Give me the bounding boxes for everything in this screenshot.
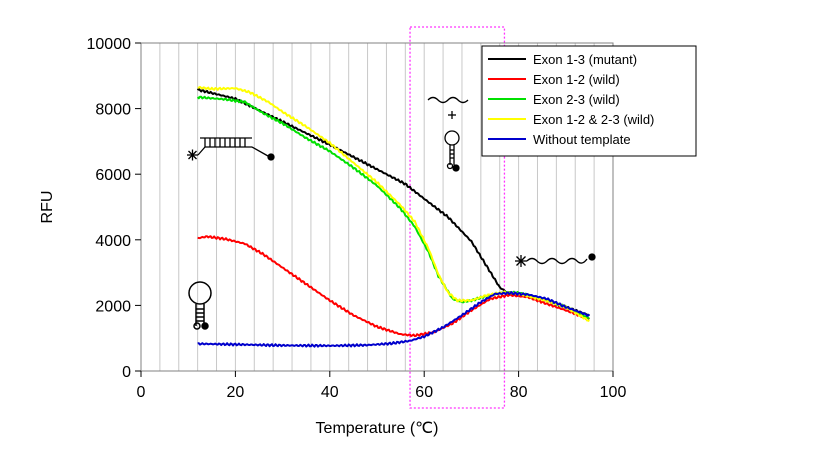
y-tick-label: 0 [122,364,131,381]
duplex-probe-icon [187,137,275,161]
plot-frame [140,42,614,372]
x-tick-label: 100 [600,384,627,401]
target-plus-hairpin-icon [427,96,469,172]
axes: 0 20 40 60 80 100 0 2000 4000 6000 8000 10000 [87,36,627,401]
y-tick-label: 8000 [95,102,131,119]
legend-label: Exon 1-3 (mutant) [533,52,637,67]
series-layer [196,85,591,348]
x-tick-label: 20 [227,384,245,401]
series-line [197,291,591,348]
x-tick-label: 0 [137,384,146,401]
legend-label: Exon 1-2 & 2-3 (wild) [533,112,654,127]
y-tick-label: 6000 [95,167,131,184]
y-tick-label: 4000 [95,233,131,250]
hairpin-probe-icon-low [188,281,212,330]
open-probe-icon [515,253,596,267]
x-tick-label: 40 [321,384,339,401]
legend-label: Without template [533,132,631,147]
legend: Exon 1-3 (mutant) Exon 1-2 (wild) Exon 2-3… [481,45,697,157]
legend-label: Exon 1-2 (wild) [533,72,620,87]
y-axis-title: RFU [39,191,56,224]
highlight-region [409,26,506,409]
x-tick-label: 60 [415,384,433,401]
legend-label: Exon 2-3 (wild) [533,92,620,107]
y-tick-label: 10000 [87,36,132,53]
x-tick-label: 80 [510,384,528,401]
y-tick-label: 2000 [95,298,131,315]
legend-box [481,45,697,157]
x-axis-title: Temperature (℃) [316,420,439,437]
series-line [197,235,591,338]
